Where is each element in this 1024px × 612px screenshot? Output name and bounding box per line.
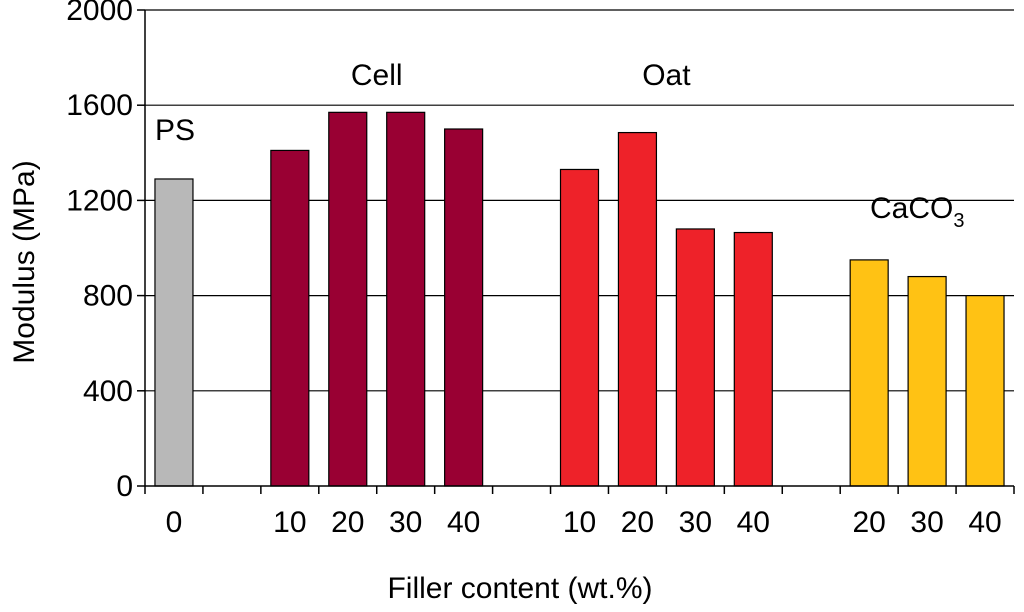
bar-cell-30 [386, 111, 426, 487]
group-label-oat: Oat [642, 59, 691, 92]
y-tick-label: 0 [116, 470, 133, 503]
bar-caco-20 [849, 259, 889, 487]
y-axis-title: Modulus (MPa) [8, 160, 41, 363]
group-label-caco: CaCO3 [870, 192, 964, 232]
y-tick-label: 800 [83, 280, 133, 313]
bar-oat-40 [733, 231, 773, 487]
bar-oat-10 [559, 168, 600, 487]
x-tick-label: 20 [852, 506, 885, 539]
y-ticks: 0 400 800 1200 1600 2000 [66, 0, 145, 503]
x-tick-label: 30 [910, 506, 943, 539]
x-tick-label: 20 [621, 506, 654, 539]
x-tick-label: 30 [679, 506, 712, 539]
bar-oat-20 [617, 131, 658, 487]
x-tick-label: 30 [389, 506, 422, 539]
x-tick-label: 40 [447, 506, 480, 539]
group-labels: PS Cell Oat CaCO3 [155, 59, 964, 232]
group-label-cell: Cell [351, 59, 403, 92]
y-tick-label: 1200 [66, 184, 133, 217]
x-axis-title: Filler content (wt.%) [387, 572, 652, 605]
y-tick-label: 400 [83, 375, 133, 408]
y-tick-label: 1600 [66, 89, 133, 122]
bars [154, 111, 1005, 487]
bar-ps-0 [154, 178, 194, 487]
x-tick-label: 10 [273, 506, 306, 539]
x-tick-label: 0 [166, 506, 183, 539]
bar-oat-30 [675, 228, 715, 487]
x-ticks: 0 10 20 30 40 10 20 30 40 20 30 40 [144, 486, 1015, 539]
x-tick-label: 40 [737, 506, 770, 539]
x-tick-label: 20 [331, 506, 364, 539]
x-tick-label: 40 [968, 506, 1001, 539]
bar-cell-10 [270, 149, 310, 487]
y-tick-label: 2000 [66, 0, 133, 27]
bar-cell-40 [444, 128, 484, 487]
bar-caco-40 [965, 295, 1005, 487]
x-tick-label: 10 [563, 506, 596, 539]
axes [144, 10, 1014, 487]
group-label-ps: PS [155, 114, 195, 147]
bar-caco-30 [907, 275, 947, 487]
bar-cell-20 [328, 111, 368, 487]
